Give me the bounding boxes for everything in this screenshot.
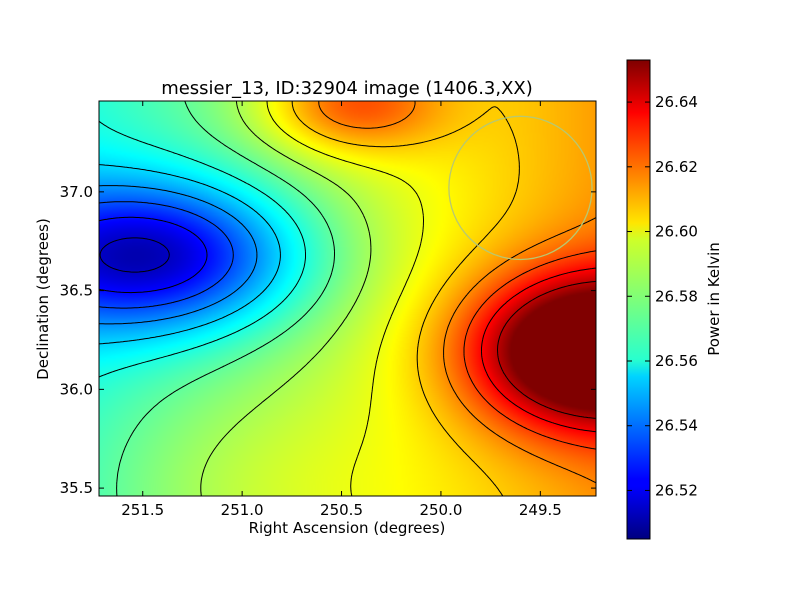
x-axis: 251.5 251.0 250.5 250.0 249.5 [121, 101, 562, 519]
contour-line-12 [481, 267, 596, 433]
contour-line-1 [99, 216, 208, 294]
chart-title: messier_13, ID:32904 image (1406.3,XX) [161, 78, 533, 99]
contour-line-4 [99, 164, 281, 345]
heatmap-image [99, 101, 596, 496]
y-tick-label-0: 35.5 [60, 479, 93, 497]
colorbar: 26.52 26.54 26.56 26.58 26.60 26.62 26.64 Powe… [626, 59, 723, 540]
colorbar-tick-label-0: 26.52 [655, 481, 698, 499]
x-tick-label-0: 251.5 [121, 501, 164, 519]
x-axis-label: Right Ascension (degrees) [249, 519, 446, 537]
contour-line-6 [116, 101, 335, 496]
contour-line-5 [99, 120, 306, 378]
y-axis-label: Declination (degrees) [34, 218, 52, 380]
y-tick-label-3: 37.0 [60, 183, 93, 201]
colorbar-tick-label-5: 26.62 [655, 158, 698, 176]
colorbar-ticks: 26.52 26.54 26.56 26.58 26.60 26.62 26.64 [627, 93, 698, 499]
contour-line-2 [99, 201, 234, 309]
colorbar-gradient [626, 59, 651, 540]
plot-frame [98, 100, 597, 497]
y-axis: 35.5 36.0 36.5 37.0 [60, 183, 596, 497]
contour-line-10 [318, 101, 596, 484]
contour-line-13 [497, 280, 596, 419]
x-tick-label-3: 250.0 [419, 501, 462, 519]
colorbar-tick-label-4: 26.60 [655, 223, 698, 241]
x-tick-label-2: 250.5 [320, 501, 363, 519]
contour-lines [99, 101, 596, 496]
contour-line-9 [291, 101, 520, 496]
colorbar-tick-label-2: 26.56 [655, 352, 698, 370]
contour-line-11 [463, 250, 596, 450]
beam-circle [448, 115, 593, 261]
contour-line-8 [266, 101, 424, 496]
colorbar-tick-label-6: 26.64 [655, 93, 698, 111]
contour-line-0 [99, 237, 170, 273]
colorbar-label: Power in Kelvin [705, 242, 723, 356]
plot-area: 251.5 251.0 250.5 250.0 249.5 35.5 36.0 36.5 37… [60, 100, 597, 519]
y-tick-label-2: 36.5 [60, 282, 93, 300]
colorbar-tick-label-3: 26.58 [655, 287, 698, 305]
x-tick-label-1: 251.0 [221, 501, 264, 519]
contour-line-3 [99, 185, 258, 325]
y-tick-label-1: 36.0 [60, 380, 93, 398]
x-tick-label-4: 249.5 [519, 501, 562, 519]
colorbar-tick-label-1: 26.54 [655, 417, 698, 435]
contour-line-7 [200, 101, 372, 496]
